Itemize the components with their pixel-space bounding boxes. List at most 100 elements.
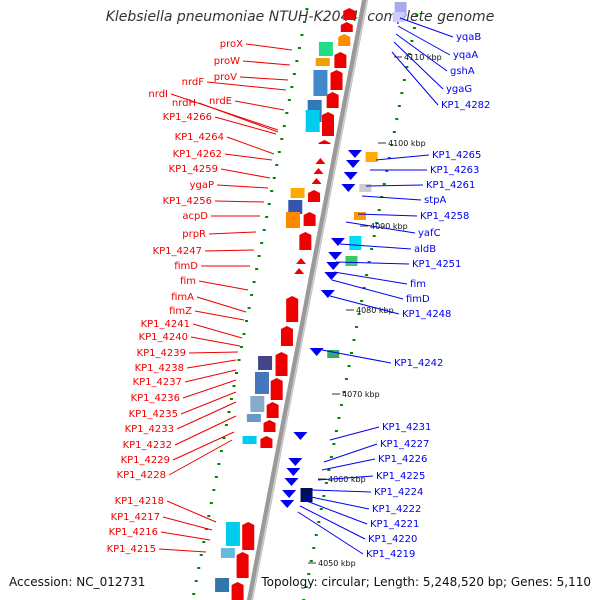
gene-arrow: [284, 478, 299, 486]
scale-dot: [245, 320, 249, 322]
gene-block: [330, 70, 343, 90]
scale-label: 4090 kbp: [370, 222, 408, 231]
gene-arrow: [294, 268, 305, 274]
leader-line: [176, 401, 237, 430]
gene-label-kp1_4219: KP1_4219: [366, 549, 415, 560]
gene-label-kp1_4225: KP1_4225: [376, 471, 425, 482]
leader-line: [321, 349, 392, 364]
gene-arrow: [293, 432, 308, 440]
gene-block: [260, 436, 273, 448]
gene-label-kp1_4264: KP1_4264: [175, 132, 224, 143]
scale-dot: [232, 385, 236, 387]
scale-dot: [350, 352, 354, 354]
scale-dot: [214, 476, 218, 478]
scale-dot: [405, 66, 409, 68]
gene-block: [280, 326, 293, 346]
gene-block: [220, 548, 235, 558]
scale-dot: [395, 118, 399, 120]
gene-block: [338, 34, 351, 46]
gene-label-kp1_4237: KP1_4237: [133, 377, 182, 388]
gene-block: [288, 200, 303, 214]
gene-label-fim: fim: [180, 276, 196, 287]
leader-line: [331, 279, 404, 300]
leader-line: [297, 511, 364, 555]
scale-dot: [312, 547, 316, 549]
gene-block: [349, 236, 362, 250]
scale-label: 4050 kbp: [318, 559, 356, 568]
scale-label: 4110 kbp: [404, 53, 442, 62]
scale-dot: [297, 47, 301, 49]
gene-label-kp1_4240: KP1_4240: [139, 332, 188, 343]
scale-dot: [367, 261, 371, 263]
leader-line: [208, 231, 257, 235]
scale-dot: [317, 521, 321, 523]
leader-line: [158, 548, 207, 553]
gene-label-kp1_4217: KP1_4217: [111, 512, 160, 523]
gene-arrow: [328, 252, 343, 260]
scale-dot: [309, 560, 313, 562]
gene-block: [321, 112, 334, 136]
scale-dot: [275, 164, 279, 166]
scale-dot: [415, 14, 419, 16]
gene-label-kp1_4226: KP1_4226: [378, 454, 427, 465]
gene-labels: proX proW proV nrdF nrdI nrdH nrdE KP1_4266 KP1_…: [107, 32, 491, 560]
scale-dot: [360, 300, 364, 302]
scale-dot: [400, 92, 404, 94]
gene-arrow: [315, 158, 326, 164]
gene-arrow: [347, 150, 362, 158]
scale-dot: [252, 281, 256, 283]
gene-block: [340, 22, 353, 32]
gene-block: [275, 352, 288, 376]
scale-dot: [365, 274, 369, 276]
gene-arrow: [320, 290, 335, 298]
gene-label-kp1_4222: KP1_4222: [372, 504, 421, 515]
scale-dot: [377, 209, 381, 211]
gene-arrow: [282, 490, 297, 498]
scale-dot: [207, 515, 211, 517]
gene-label-kp1_4263: KP1_4263: [430, 165, 479, 176]
leader-line: [303, 499, 368, 525]
gene-label-kp1_4232: KP1_4232: [123, 440, 172, 451]
gene-block: [286, 296, 299, 322]
gene-label-prov: proV: [214, 72, 237, 83]
gene-label-kp1_4231: KP1_4231: [382, 422, 431, 433]
gene-label-kp1_4227: KP1_4227: [380, 439, 429, 450]
scale-dot: [339, 404, 343, 406]
gene-block: [246, 414, 261, 422]
scale-dot: [219, 450, 223, 452]
leader-line: [245, 43, 293, 51]
gene-label-prpr: prpR: [182, 229, 206, 240]
scale-dot: [204, 528, 208, 530]
gene-block: [334, 52, 347, 68]
gene-label-kp1_4233: KP1_4233: [125, 424, 174, 435]
leader-line: [329, 426, 380, 441]
gene-arrow: [324, 272, 339, 280]
gene-block: [270, 378, 283, 400]
scale-ticks: 4110 kbp 4100 kbp 4090 kbp 4080 kbp 4070 kbp…: [192, 8, 442, 600]
scale-dot: [287, 99, 291, 101]
gene-label-nrdf: nrdF: [182, 77, 205, 88]
gene-label-kp1_4238: KP1_4238: [135, 363, 184, 374]
scale-dot: [282, 125, 286, 127]
scale-label: 4070 kbp: [342, 390, 380, 399]
genome-backbone: [246, 0, 369, 600]
leader-line: [190, 336, 241, 347]
scale-dot: [352, 339, 356, 341]
gene-block: [343, 8, 356, 20]
scale-dot: [280, 138, 284, 140]
scale-dot: [329, 456, 333, 458]
scale-dot: [324, 482, 328, 484]
gene-block: [318, 42, 333, 56]
gene-label-fimz: fimZ: [169, 306, 192, 317]
gene-label-kp1_4228: KP1_4228: [117, 470, 166, 481]
leader-line: [395, 33, 448, 72]
gene-label-acpd: acpD: [182, 211, 208, 222]
gene-arrow: [288, 458, 303, 466]
gene-block: [299, 232, 312, 250]
leader-line: [214, 200, 265, 203]
gene-block: [242, 522, 255, 550]
gene-block: [305, 110, 320, 132]
scale-dot: [372, 235, 376, 237]
leader-line: [186, 359, 237, 369]
scale-dot: [224, 424, 228, 426]
